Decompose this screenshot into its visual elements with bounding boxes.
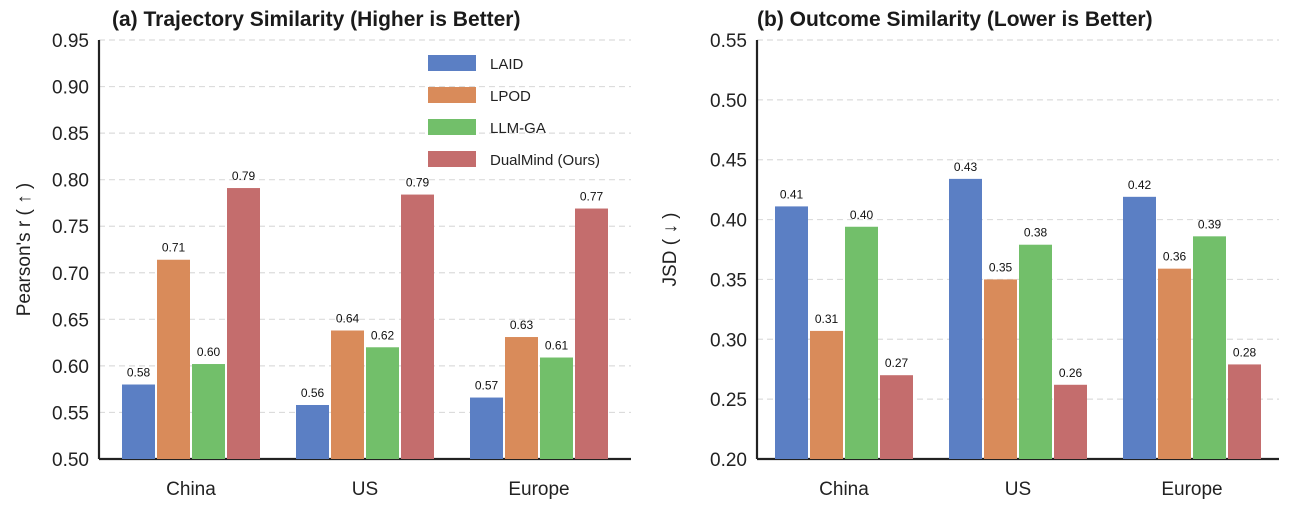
y-tick-label: 0.25 xyxy=(710,390,747,411)
data-label: 0.35 xyxy=(989,260,1013,274)
data-label: 0.58 xyxy=(127,366,151,380)
bar-lpod-china xyxy=(810,330,843,459)
y-tick-label: 0.35 xyxy=(710,270,747,291)
bar-dualmind-ours-europe xyxy=(575,208,608,459)
bar-laid-china xyxy=(122,384,155,459)
data-label: 0.36 xyxy=(1163,250,1187,264)
bar-llm-ga-europe xyxy=(540,357,573,459)
y-tick-label: 0.95 xyxy=(52,31,89,52)
y-axis-label: Pearson's r ( ↑ ) xyxy=(14,183,35,317)
y-tick-label: 0.85 xyxy=(52,124,89,145)
y-tick-label: 0.55 xyxy=(710,31,747,52)
y-tick-label: 0.45 xyxy=(710,151,747,172)
x-tick-label: US xyxy=(1005,479,1031,500)
bar-lpod-europe xyxy=(505,337,538,459)
data-label: 0.60 xyxy=(197,345,221,359)
bar-lpod-us xyxy=(984,279,1017,459)
data-label: 0.42 xyxy=(1128,178,1152,192)
legend-label: DualMind (Ours) xyxy=(490,152,600,169)
data-label: 0.27 xyxy=(885,356,909,370)
legend-label: LAID xyxy=(490,56,524,73)
y-tick-label: 0.65 xyxy=(52,310,89,331)
y-tick-label: 0.60 xyxy=(52,357,89,378)
data-label: 0.61 xyxy=(545,339,569,353)
bar-dualmind-ours-europe xyxy=(1228,364,1261,459)
data-label: 0.43 xyxy=(954,160,978,174)
y-tick-label: 0.50 xyxy=(710,91,747,112)
bar-dualmind-ours-china xyxy=(227,188,260,459)
data-label: 0.71 xyxy=(162,241,186,255)
data-label: 0.39 xyxy=(1198,217,1222,231)
chart-panel-a: 0.50 0.55 0.60 0.65 0.70 0.75 0.80 0.85 0.90 0.95… xyxy=(14,8,631,500)
bar-laid-china xyxy=(775,206,808,459)
legend-swatch xyxy=(428,55,476,71)
y-tick-label: 0.90 xyxy=(52,78,89,99)
data-label: 0.57 xyxy=(475,379,499,393)
data-label: 0.56 xyxy=(301,386,325,400)
x-tick-label: Europe xyxy=(508,479,569,500)
legend-swatch xyxy=(428,119,476,135)
bar-lpod-europe xyxy=(1158,268,1191,459)
bar-llm-ga-us xyxy=(1019,244,1052,459)
data-label: 0.31 xyxy=(815,312,839,326)
bar-dualmind-ours-us xyxy=(401,194,434,459)
bar-lpod-china xyxy=(157,259,190,459)
y-tick-label: 0.55 xyxy=(52,403,89,424)
data-label: 0.63 xyxy=(510,318,534,332)
x-tick-label: China xyxy=(819,479,869,500)
y-tick-label: 0.70 xyxy=(52,264,89,285)
bar-laid-us xyxy=(296,404,329,459)
data-label: 0.40 xyxy=(850,208,874,222)
data-label: 0.26 xyxy=(1059,366,1083,380)
data-label: 0.41 xyxy=(780,187,804,201)
bar-llm-ga-china xyxy=(192,364,225,459)
legend-label: LLM-GA xyxy=(490,120,546,137)
data-label: 0.62 xyxy=(371,328,395,342)
y-tick-label: 0.50 xyxy=(52,450,89,471)
bar-lpod-us xyxy=(331,330,364,459)
chart-panel-b: 0.20 0.25 0.30 0.35 0.40 0.45 0.50 0.55 0.41 0.31… xyxy=(660,8,1279,500)
bar-dualmind-ours-us xyxy=(1054,384,1087,459)
y-tick-label: 0.20 xyxy=(710,450,747,471)
legend-swatch xyxy=(428,151,476,167)
data-label: 0.64 xyxy=(336,312,360,326)
data-label: 0.28 xyxy=(1233,345,1257,359)
legend-label: LPOD xyxy=(490,88,531,105)
bar-dualmind-ours-china xyxy=(880,375,913,459)
data-label: 0.38 xyxy=(1024,226,1048,240)
y-tick-label: 0.75 xyxy=(52,217,89,238)
x-tick-label: Europe xyxy=(1161,479,1222,500)
chart-title: (a) Trajectory Similarity (Higher is Bet… xyxy=(112,8,520,31)
legend-swatch xyxy=(428,87,476,103)
y-tick-label: 0.80 xyxy=(52,171,89,192)
bar-laid-europe xyxy=(1123,196,1156,459)
y-axis-label: JSD ( ↓ ) xyxy=(660,213,681,287)
chart-title: (b) Outcome Similarity (Lower is Better) xyxy=(757,8,1153,31)
bar-llm-ga-europe xyxy=(1193,236,1226,459)
x-tick-label: China xyxy=(166,479,216,500)
data-label: 0.79 xyxy=(406,176,430,190)
x-tick-label: US xyxy=(352,479,378,500)
bar-llm-ga-china xyxy=(845,226,878,459)
data-label: 0.79 xyxy=(232,169,256,183)
bar-laid-us xyxy=(949,178,982,459)
y-tick-label: 0.40 xyxy=(710,211,747,232)
legend: LAID LPOD LLM-GA DualMind (Ours) xyxy=(428,55,600,169)
data-label: 0.77 xyxy=(580,190,604,204)
y-tick-label: 0.30 xyxy=(710,330,747,351)
bar-laid-europe xyxy=(470,397,503,459)
bar-llm-ga-us xyxy=(366,347,399,459)
